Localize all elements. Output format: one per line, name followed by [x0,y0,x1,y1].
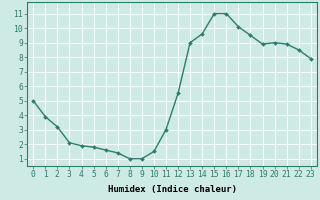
X-axis label: Humidex (Indice chaleur): Humidex (Indice chaleur) [108,185,236,194]
